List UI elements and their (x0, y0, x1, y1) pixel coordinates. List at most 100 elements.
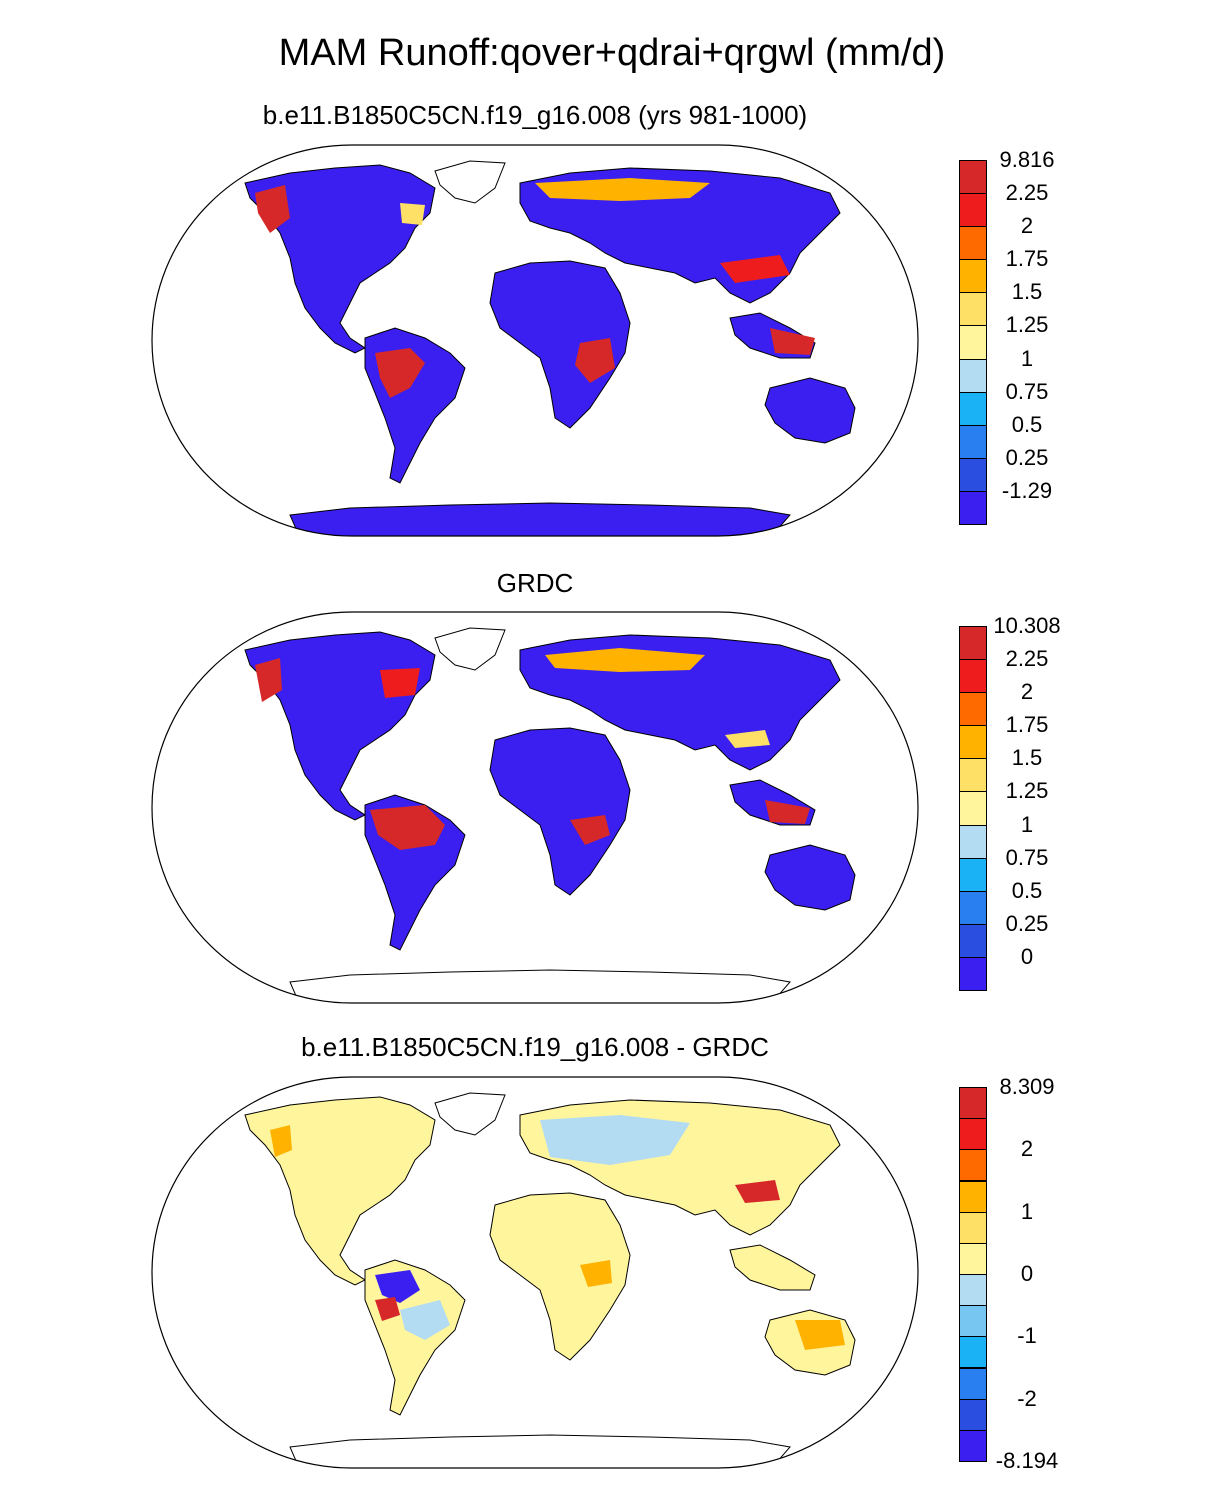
colorbar-tick-label: 0.5 (1011, 877, 1043, 903)
panel-1-colorbar (959, 160, 987, 525)
panel-2-australia-region (764, 844, 856, 911)
colorbar-swatch (959, 923, 987, 958)
colorbar-swatch (959, 1149, 987, 1182)
panel-3-antarctica-region (289, 1434, 791, 1468)
panel-1-map (151, 144, 919, 537)
panel-1-greenland-region (434, 160, 506, 204)
colorbar-tick-label: 2.25 (1005, 180, 1049, 206)
colorbar-swatch (959, 857, 987, 892)
colorbar-swatch (959, 1242, 987, 1275)
panel-2-map-layer (244, 627, 856, 1003)
panel-3-data-patch (375, 1270, 420, 1303)
colorbar-tick-label: 1 (1020, 345, 1034, 371)
colorbar-tick-label: 2 (1020, 1136, 1034, 1162)
colorbar-swatch (959, 758, 987, 793)
panel-3-seAsia-region (729, 1244, 816, 1291)
panel-2-data-patch (725, 730, 770, 748)
panel-3-map (151, 1076, 919, 1469)
panel-3-data-patch (270, 1125, 292, 1157)
colorbar-tick-label: 1.5 (1011, 745, 1043, 771)
panel-2-data-patch (765, 800, 810, 824)
panel-1-data-patch (770, 328, 815, 355)
colorbar-tick-label: 0.25 (1005, 444, 1049, 470)
panel-1-data-patch (720, 255, 790, 283)
panel-3-africa-region (489, 1192, 631, 1361)
panel-3-title: b.e11.B1850C5CN.f19_g16.008 - GRDC (301, 1032, 769, 1062)
panel-3-greenland-region (434, 1092, 506, 1136)
panel-2-africa-region (489, 727, 631, 896)
panel-1-data-patch (255, 185, 290, 233)
panel-3-northAmerica-region (244, 1096, 436, 1286)
panel-1-map-layer (244, 160, 856, 536)
panel-3-data-patch (735, 1180, 780, 1203)
colorbar-tick-label: 1.25 (1005, 778, 1049, 804)
panel-1-data-patch (535, 178, 710, 201)
colorbar-swatch (959, 824, 987, 859)
colorbar-tick-label: -1.29 (1001, 477, 1053, 503)
colorbar-swatch (959, 160, 987, 195)
colorbar-swatch (959, 791, 987, 826)
panel-3-colorbar (959, 1087, 987, 1462)
colorbar-tick-label: -2 (1017, 1385, 1037, 1411)
colorbar-swatch (959, 1367, 987, 1400)
panel-3-data-patch (540, 1115, 690, 1165)
panel-1-antarctica-region (289, 502, 791, 536)
colorbar-swatch (959, 956, 987, 991)
colorbar-swatch (959, 890, 987, 925)
colorbar-tick-label: 8.309 (999, 1074, 1055, 1099)
panel-1-australia-region (764, 377, 856, 444)
colorbar-swatch (959, 391, 987, 426)
colorbar-tick-label: 10.308 (993, 613, 1061, 638)
colorbar-swatch (959, 1087, 987, 1120)
colorbar-tick-label: 2 (1020, 679, 1034, 705)
colorbar-tick-label: -8.194 (995, 1448, 1059, 1473)
colorbar-tick-label: 1 (1020, 1198, 1034, 1224)
colorbar-tick-label: 1 (1020, 811, 1034, 837)
panel-2-antarctica-region (289, 969, 791, 1003)
colorbar-swatch (959, 1398, 987, 1431)
colorbar-tick-label: 9.816 (999, 147, 1055, 172)
panel-2-data-patch (380, 668, 420, 698)
panel-1-map-border (151, 144, 919, 537)
colorbar-tick-label: -1 (1017, 1323, 1037, 1349)
colorbar-tick-label: 0 (1020, 943, 1034, 969)
panel-1-africa-region (489, 260, 631, 429)
panel-3-map-border (151, 1076, 919, 1469)
colorbar-swatch (959, 1211, 987, 1244)
colorbar-tick-label: 0.25 (1005, 910, 1049, 936)
panel-1-data-patch (400, 203, 425, 225)
panel-2-map (151, 611, 919, 1004)
panel-3-data-patch (580, 1260, 612, 1287)
panel-2-map-border (151, 611, 919, 1004)
panel-1-data-patch (575, 338, 615, 383)
panel-3-data-patch (375, 1297, 400, 1321)
panel-1-title: b.e11.B1850C5CN.f19_g16.008 (yrs 981-100… (262, 100, 808, 130)
panel-2-greenland-region (434, 627, 506, 671)
panel-3-map-layer (244, 1092, 856, 1468)
colorbar-tick-label: 1.25 (1005, 312, 1049, 338)
panel-1-data-patch (375, 348, 425, 398)
panel-2-colorbar (959, 626, 987, 991)
colorbar-tick-label: 1.75 (1005, 712, 1049, 738)
colorbar-tick-label: 0.75 (1005, 844, 1049, 870)
colorbar-swatch (959, 1336, 987, 1369)
colorbar-swatch (959, 226, 987, 261)
panel-2-data-patch (570, 815, 610, 845)
panel-2-data-patch (255, 658, 282, 702)
colorbar-tick-label: 0.75 (1005, 378, 1049, 404)
panel-2-title: GRDC (496, 568, 574, 598)
panel-2-data-patch (370, 805, 445, 850)
colorbar-tick-label: 0.5 (1011, 411, 1043, 437)
colorbar-swatch (959, 1429, 987, 1462)
colorbar-tick-label: 0 (1020, 1261, 1034, 1286)
panel-1-northAmerica-region (244, 164, 436, 354)
panel-2-data-patch (545, 648, 705, 672)
colorbar-swatch (959, 457, 987, 492)
colorbar-swatch (959, 626, 987, 661)
panel-3-data-patch (795, 1320, 845, 1350)
colorbar-tick-label: 1.5 (1011, 279, 1043, 305)
colorbar-tick-label: 1.75 (1005, 246, 1049, 272)
colorbar-swatch (959, 725, 987, 760)
panel-1-southAmerica-region (364, 327, 466, 484)
colorbar-swatch (959, 692, 987, 727)
